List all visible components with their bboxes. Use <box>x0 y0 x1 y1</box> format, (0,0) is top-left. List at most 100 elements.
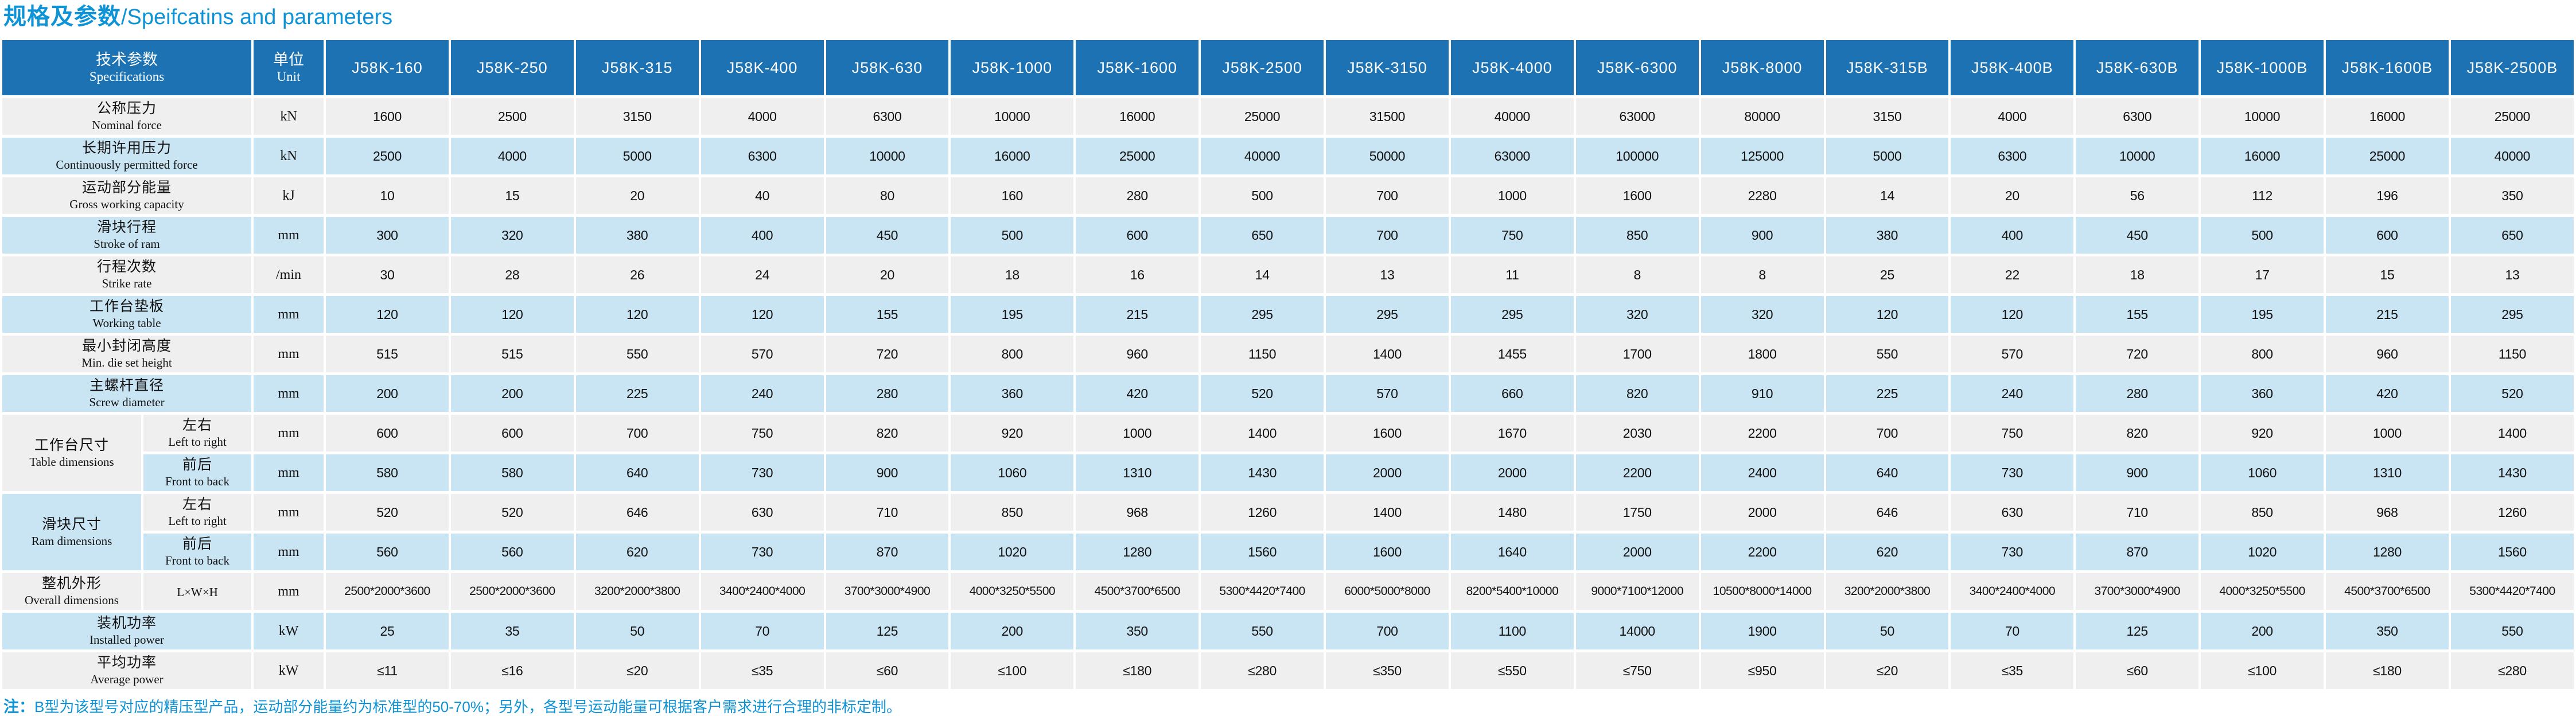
value-cell: 450 <box>2076 217 2199 254</box>
spec-table: 技术参数 Specifications 单位 Unit J58K-160 J58K… <box>0 37 2576 692</box>
column-header-model: J58K-8000 <box>1701 40 1824 95</box>
row-group-label-zh: 整机外形 <box>41 575 102 592</box>
value-cell: 3400*2400*4000 <box>1951 573 2074 610</box>
value-cell: 4500*3700*6500 <box>2326 573 2449 610</box>
value-cell: 4000 <box>450 138 574 174</box>
value-cell: ≤11 <box>326 652 449 689</box>
value-cell: 1430 <box>2450 454 2574 491</box>
value-cell: 500 <box>1201 177 1324 214</box>
value-cell: 25000 <box>1201 98 1324 135</box>
value-cell: 100000 <box>1575 138 1699 174</box>
value-cell: 870 <box>2076 534 2199 570</box>
column-header-model: J58K-2500B <box>2450 40 2574 95</box>
value-cell: 450 <box>826 217 949 254</box>
value-cell: 8200*5400*10000 <box>1450 573 1574 610</box>
row-label-zh: 左右 <box>182 496 213 512</box>
value-cell: 6300 <box>1951 138 2074 174</box>
value-cell: 1400 <box>1201 415 1324 452</box>
value-cell: 1020 <box>951 534 1074 570</box>
column-header-model: J58K-4000 <box>1450 40 1574 95</box>
value-cell: 295 <box>1450 296 1574 333</box>
value-cell: 350 <box>1076 613 1199 649</box>
value-cell: 900 <box>826 454 949 491</box>
row-label: 左右 Left to right <box>143 494 252 531</box>
spec-row: 前后 Front to back mm 580 580 640 730 900 1060 1310… <box>2 454 2574 491</box>
spec-row: 装机功率 Installed power kW 25 35 50 70 125 200 350 55… <box>2 613 2574 649</box>
value-cell: 40000 <box>2450 138 2574 174</box>
unit-cell: mm <box>254 494 324 531</box>
value-cell: 620 <box>1826 534 1949 570</box>
row-label-en: Average power <box>90 672 164 686</box>
value-cell: 40000 <box>1450 98 1574 135</box>
value-cell: ≤280 <box>1201 652 1324 689</box>
column-header-model: J58K-3150 <box>1326 40 1449 95</box>
value-cell: 550 <box>1826 336 1949 372</box>
value-cell: 400 <box>1951 217 2074 254</box>
value-cell: 20 <box>1951 177 2074 214</box>
value-cell: 700 <box>1326 613 1449 649</box>
row-label-zh: 左右 <box>182 417 213 433</box>
page-title-zh: 规格及参数 <box>3 4 121 29</box>
value-cell: 320 <box>1701 296 1824 333</box>
value-cell: 6300 <box>826 98 949 135</box>
value-cell: 16000 <box>951 138 1074 174</box>
value-cell: 350 <box>2326 613 2449 649</box>
value-cell: 1560 <box>2450 534 2574 570</box>
column-header-model: J58K-400 <box>701 40 824 95</box>
unit-cell: kN <box>254 98 324 135</box>
value-cell: 295 <box>1326 296 1449 333</box>
value-cell: 520 <box>2450 375 2574 412</box>
value-cell: 16000 <box>2201 138 2324 174</box>
value-cell: 550 <box>2450 613 2574 649</box>
value-cell: 560 <box>326 534 449 570</box>
row-label-en: Gross working capacity <box>69 197 184 211</box>
value-cell: ≤16 <box>450 652 574 689</box>
row-label-en: Left to right <box>168 514 227 528</box>
row-label-zh: 前后 <box>182 536 213 552</box>
row-label: 滑块行程 Stroke of ram <box>2 217 252 254</box>
value-cell: 70 <box>701 613 824 649</box>
value-cell: 25000 <box>1076 138 1199 174</box>
row-label-zh: 工作台垫板 <box>90 298 165 314</box>
value-cell: 215 <box>1076 296 1199 333</box>
value-cell: 1310 <box>1076 454 1199 491</box>
value-cell: 50 <box>1826 613 1949 649</box>
value-cell: 360 <box>2201 375 2324 412</box>
unit-cell: mm <box>254 534 324 570</box>
value-cell: 960 <box>1076 336 1199 372</box>
row-label-zh: 运动部分能量 <box>82 180 172 196</box>
value-cell: 25 <box>326 613 449 649</box>
value-cell: 200 <box>450 375 574 412</box>
value-cell: 730 <box>1951 534 2074 570</box>
row-label-en: Front to back <box>165 554 229 567</box>
value-cell: 1640 <box>1450 534 1574 570</box>
value-cell: 3150 <box>575 98 699 135</box>
value-cell: 1480 <box>1450 494 1574 531</box>
value-cell: 2000 <box>1575 534 1699 570</box>
value-cell: 25000 <box>2326 138 2449 174</box>
row-group-label-zh: 滑块尺寸 <box>41 516 102 532</box>
value-cell: 640 <box>575 454 699 491</box>
column-header-model: J58K-160 <box>326 40 449 95</box>
value-cell: ≤280 <box>2450 652 2574 689</box>
value-cell: 2000 <box>1701 494 1824 531</box>
value-cell: 16000 <box>1076 98 1199 135</box>
row-label-zh: 长期许用压力 <box>82 140 172 156</box>
value-cell: 8 <box>1575 256 1699 293</box>
value-cell: 15 <box>450 177 574 214</box>
row-label-en: L×W×H <box>177 585 218 599</box>
value-cell: 1260 <box>2450 494 2574 531</box>
spec-row: 最小封闭高度 Min. die set height mm 515 515 550 570 7… <box>2 336 2574 372</box>
column-header-model: J58K-2500 <box>1201 40 1324 95</box>
value-cell: 910 <box>1701 375 1824 412</box>
column-header-model: J58K-630 <box>826 40 949 95</box>
row-label-zh: 公称压力 <box>97 100 157 116</box>
value-cell: 56 <box>2076 177 2199 214</box>
value-cell: 600 <box>450 415 574 452</box>
row-label-zh: 滑块行程 <box>97 219 157 235</box>
unit-cell: mm <box>254 217 324 254</box>
value-cell: 650 <box>1201 217 1324 254</box>
value-cell: 520 <box>1201 375 1324 412</box>
value-cell: 920 <box>2201 415 2324 452</box>
value-cell: 15 <box>2326 256 2449 293</box>
